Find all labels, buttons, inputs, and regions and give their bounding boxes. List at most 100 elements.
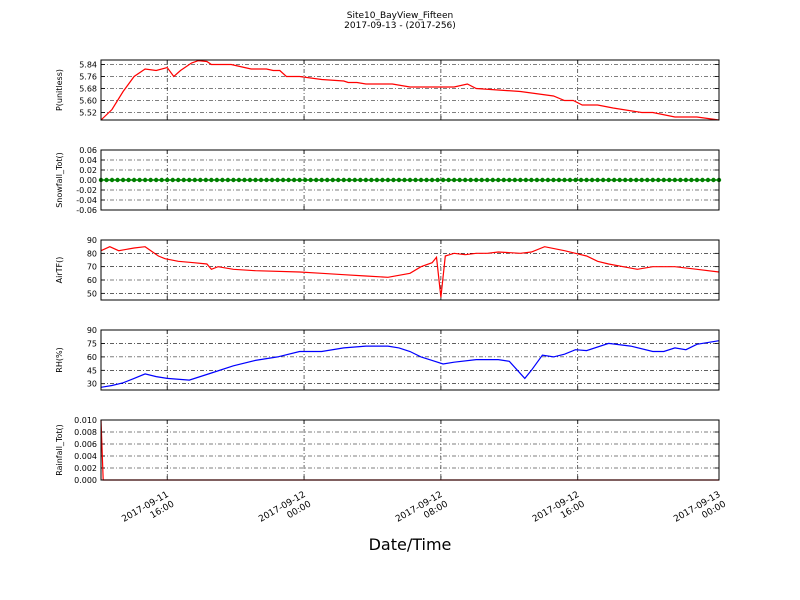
data-point: [380, 177, 385, 183]
data-point: [413, 177, 418, 183]
plot-frame: [100, 239, 720, 301]
data-point: [341, 177, 346, 183]
x-tick-label: 2017-09-1216:00: [531, 490, 587, 534]
data-point: [253, 177, 258, 183]
data-point: [507, 177, 512, 183]
data-point: [551, 177, 556, 183]
data-point: [159, 177, 164, 183]
data-point: [302, 177, 308, 183]
data-point: [457, 177, 462, 183]
data-point: [672, 177, 678, 183]
data-point: [264, 177, 269, 183]
data-point: [474, 177, 479, 183]
data-point: [451, 177, 457, 183]
data-point: [291, 177, 297, 183]
data-point: [396, 177, 402, 183]
y-tick-label: 5.60: [79, 97, 97, 106]
data-point: [286, 177, 291, 183]
data-point: [645, 177, 650, 183]
data-point: [402, 177, 407, 183]
data-point: [391, 177, 396, 183]
data-point: [694, 177, 700, 183]
data-point: [120, 177, 126, 183]
data-point: [617, 177, 622, 183]
data-point: [231, 177, 236, 183]
data-point: [705, 177, 711, 183]
data-point: [595, 177, 600, 183]
y-tick-label: 0.004: [74, 452, 97, 461]
data-point: [639, 177, 644, 183]
data-point: [170, 177, 175, 183]
figure-title: Site10_BayView_Fifteen: [346, 11, 454, 21]
data-point: [529, 177, 534, 183]
data-point: [650, 177, 655, 183]
data-point: [584, 177, 589, 183]
y-axis-label: AirTF(): [55, 257, 64, 284]
plot-frame: [100, 149, 720, 211]
data-point: [325, 177, 330, 183]
data-point: [126, 177, 131, 183]
chart-panel-3: 90 80 70 60 50 AirTF(): [55, 236, 720, 301]
data-point: [236, 177, 242, 183]
data-point: [358, 177, 363, 183]
data-point: [667, 177, 672, 183]
data-point: [142, 177, 148, 183]
chart-panel-4: 90 75 60 45 30 RH(%): [55, 326, 720, 391]
y-tick-label: -0.04: [76, 196, 97, 205]
figure-subtitle: 2017-09-13 - (2017-256): [344, 21, 456, 31]
data-point: [545, 177, 551, 183]
y-tick-label: 0.04: [79, 156, 97, 165]
data-point: [220, 177, 225, 183]
data-point: [280, 177, 286, 183]
y-tick-label: 90: [87, 326, 97, 335]
data-point: [496, 177, 501, 183]
x-tick-label: 2017-09-1200:00: [257, 490, 313, 534]
y-axis-label: RH(%): [55, 347, 64, 372]
y-tick-label: 5.84: [79, 61, 97, 70]
y-tick-label: 5.68: [79, 85, 97, 94]
data-point: [634, 177, 639, 183]
series-line: [100, 246, 720, 298]
data-point: [611, 177, 617, 183]
y-tick-label: 0.008: [74, 428, 97, 437]
data-point: [363, 177, 369, 183]
x-tick-label: 2017-09-1208:00: [394, 490, 450, 534]
data-point: [352, 177, 358, 183]
data-point: [556, 177, 562, 183]
data-point: [518, 177, 523, 183]
y-tick-label: 0.006: [74, 440, 97, 449]
data-point: [622, 177, 628, 183]
data-point: [153, 177, 159, 183]
plot-frame: [100, 419, 720, 481]
data-point: [148, 177, 153, 183]
y-tick-label: 5.76: [79, 73, 97, 82]
data-point: [435, 177, 440, 183]
y-tick-label: -0.06: [76, 206, 97, 215]
data-point: [479, 177, 484, 183]
data-point: [628, 177, 633, 183]
y-tick-label: 60: [87, 353, 97, 362]
data-point: [297, 177, 302, 183]
data-point: [689, 177, 694, 183]
data-point: [678, 177, 683, 183]
data-point: [600, 177, 606, 183]
y-tick-label: 0.000: [74, 476, 97, 485]
data-point: [330, 177, 335, 183]
data-point: [512, 177, 518, 183]
y-tick-label: 5.52: [79, 109, 97, 118]
data-point: [109, 177, 115, 183]
data-point: [440, 177, 446, 183]
data-point: [656, 177, 661, 183]
data-point: [347, 177, 352, 183]
data-point: [187, 177, 192, 183]
data-point: [661, 177, 667, 183]
data-point: [385, 177, 391, 183]
y-tick-label: 0.00: [79, 176, 97, 185]
y-tick-label: 80: [87, 249, 97, 258]
chart-panel-5: 0.010 0.008 0.006 0.004 0.002 0.000 Rainfall_T…: [55, 416, 720, 485]
data-point: [700, 177, 705, 183]
y-tick-label: 0.002: [74, 464, 97, 473]
data-point: [424, 177, 429, 183]
data-point: [269, 177, 275, 183]
